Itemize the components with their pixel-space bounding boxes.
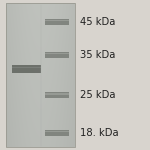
Bar [12,67,40,68]
Bar [45,19,69,25]
Text: 25 kDa: 25 kDa [80,90,116,100]
Text: 45 kDa: 45 kDa [80,17,116,27]
Bar [45,130,69,136]
Text: 35 kDa: 35 kDa [80,50,116,60]
Bar [45,20,69,21]
Bar [12,65,40,73]
Bar [45,53,69,54]
Text: 18. kDa: 18. kDa [80,128,119,138]
Bar [45,92,69,98]
Bar [45,93,69,94]
Bar [6,3,75,147]
Bar [45,52,69,58]
Bar [45,131,69,132]
